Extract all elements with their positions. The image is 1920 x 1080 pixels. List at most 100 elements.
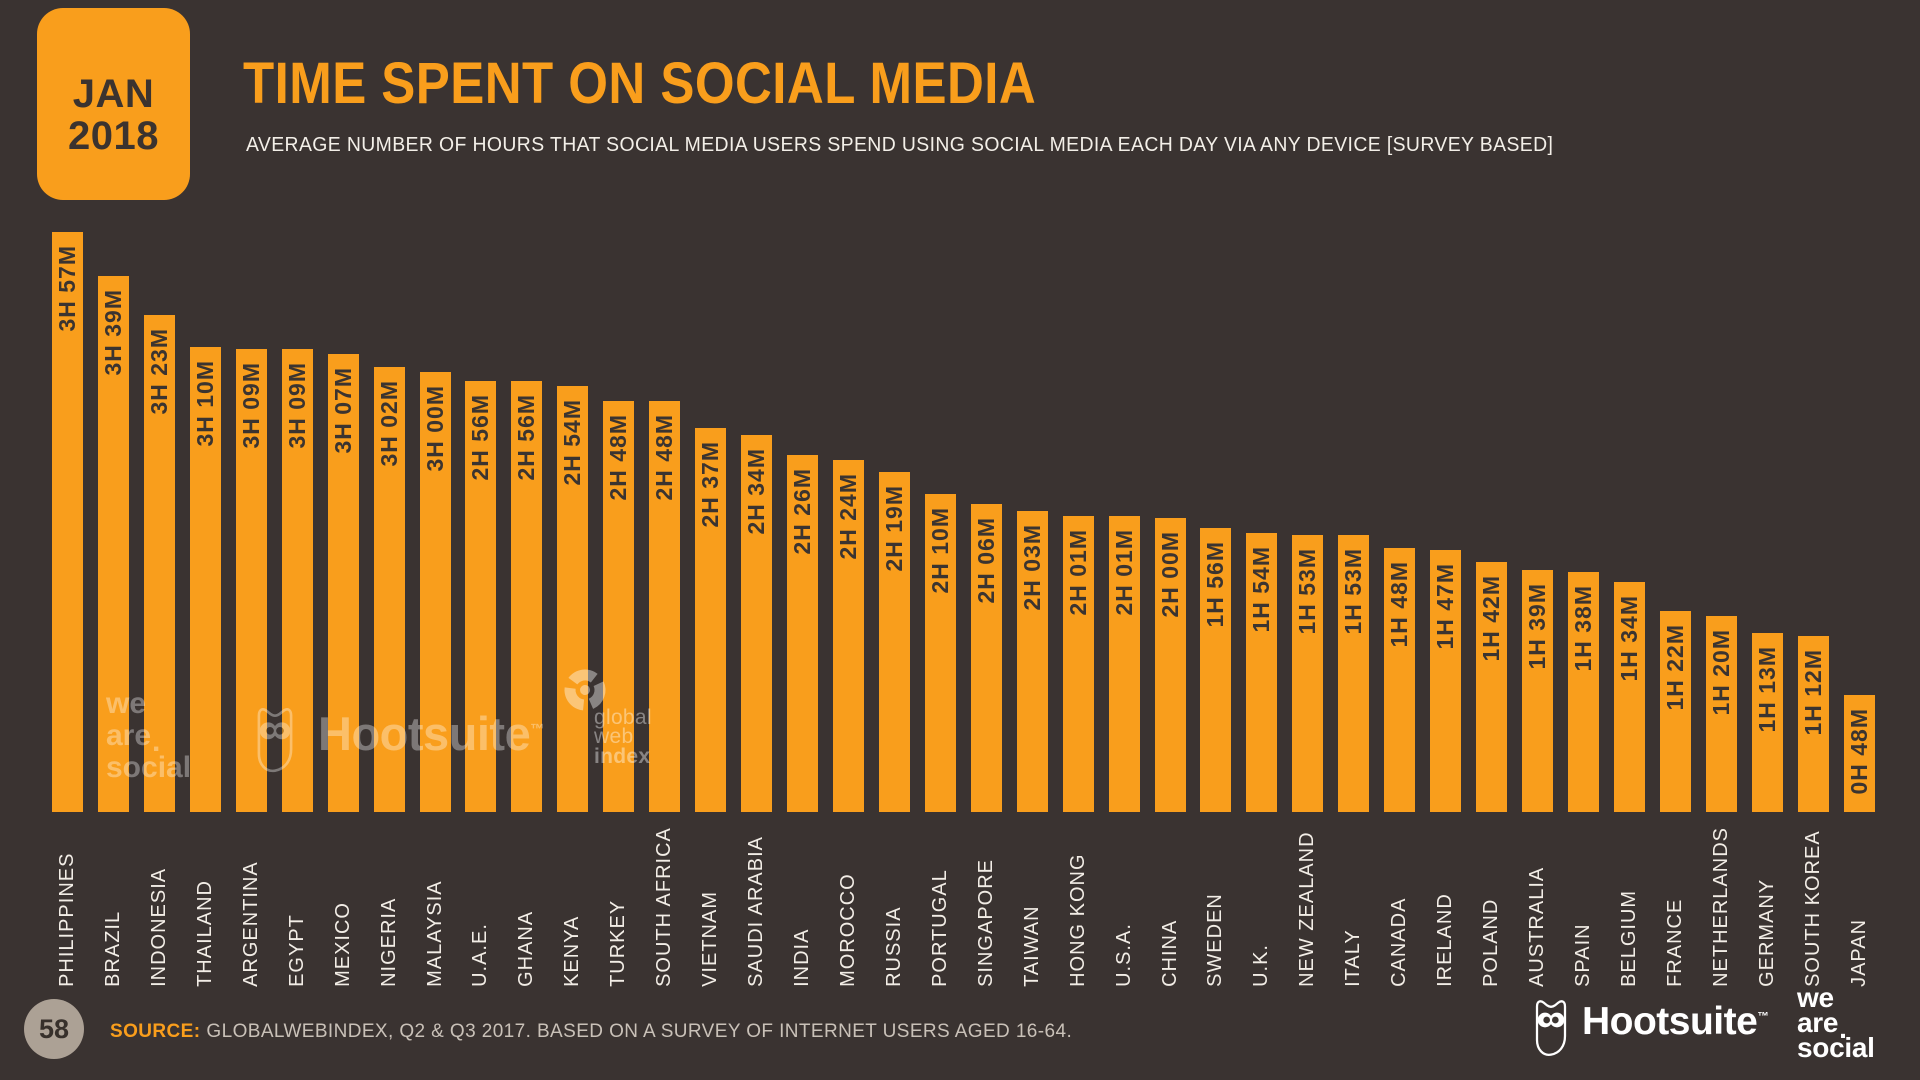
category-label: SWEDEN: [1204, 893, 1227, 987]
bar-value-label: 2H 06M: [972, 516, 999, 604]
bar-nigeria: 3H 02M: [373, 366, 405, 812]
category-cell-kenya: KENYA: [557, 827, 588, 987]
bar-value-label: 1H 47M: [1432, 563, 1459, 650]
category-label: MALAYSIA: [423, 880, 446, 987]
category-label: POLAND: [1480, 898, 1503, 987]
bar-china: 2H 00M: [1154, 518, 1186, 812]
we-are-social-dot: .: [1839, 1012, 1847, 1044]
source-text: GLOBALWEBINDEX, Q2 & Q3 2017. BASED ON A…: [206, 1021, 1073, 1042]
category-label: CHINA: [1158, 919, 1181, 987]
category-label: MEXICO: [331, 902, 354, 987]
bar-value-label: 1H 54M: [1248, 546, 1275, 633]
bar-indonesia: 3H 23M: [143, 315, 175, 812]
category-cell-south-korea: SOUTH KOREA: [1798, 827, 1829, 987]
category-label: BRAZIL: [101, 910, 124, 987]
globalwebindex-icon: [564, 669, 606, 711]
bar-morocco: 2H 24M: [832, 459, 864, 812]
category-label: SAUDI ARABIA: [745, 835, 768, 987]
category-label: PHILIPPINES: [56, 852, 78, 987]
we-are-social-watermark-line: social: [106, 750, 192, 784]
bar-vietnam: 2H 37M: [695, 427, 727, 812]
category-cell-india: INDIA: [787, 827, 818, 987]
we-are-social-watermark-line: are.: [106, 718, 161, 758]
page-title: TIME SPENT ON SOCIAL MEDIA: [243, 51, 1037, 116]
bar-philippines: 3H 57M: [52, 232, 83, 812]
source-note: SOURCE: GLOBALWEBINDEX, Q2 & Q3 2017. BAS…: [110, 1021, 1072, 1043]
bar-thailand: 3H 10M: [189, 347, 221, 812]
bar-france: 1H 22M: [1659, 611, 1691, 812]
we-are-social-line: social: [1797, 1031, 1875, 1063]
we-are-social-watermark: we are. social: [106, 688, 191, 783]
bar-poland: 1H 42M: [1476, 562, 1508, 812]
category-cell-new-zealand: NEW ZEALAND: [1292, 827, 1323, 986]
bar-mexico: 3H 07M: [327, 354, 359, 812]
category-cell-australia: AUSTRALIA: [1522, 827, 1553, 987]
bar-japan: 0H 48M: [1843, 694, 1875, 812]
category-cell-portugal: PORTUGAL: [925, 827, 956, 987]
bar-italy: 1H 53M: [1338, 535, 1370, 812]
date-badge-month: JAN: [72, 72, 155, 117]
category-label: SPAIN: [1571, 923, 1594, 987]
bar-value-label: 2H 48M: [651, 413, 678, 501]
bar-russia: 2H 19M: [878, 471, 910, 812]
bar-turkey: 2H 48M: [603, 400, 635, 812]
bar-sweden: 1H 56M: [1200, 528, 1232, 812]
bar-value-label: 1H 38M: [1569, 585, 1596, 672]
category-cell-china: CHINA: [1155, 827, 1186, 987]
bar-india: 2H 26M: [787, 454, 818, 812]
category-label: BELGIUM: [1617, 889, 1640, 987]
category-cell-argentina: ARGENTINA: [236, 827, 267, 987]
bar-value-label: 2H 56M: [467, 394, 494, 481]
category-cell-sweden: SWEDEN: [1200, 827, 1231, 987]
we-are-social-watermark-line: we: [106, 687, 147, 720]
category-label: TURKEY: [607, 899, 630, 987]
category-label: SOUTH KOREA: [1801, 830, 1824, 987]
bar-value-label: 1H 53M: [1340, 548, 1367, 636]
category-cell-netherlands: NETHERLANDS: [1706, 827, 1737, 987]
category-cell-italy: ITALY: [1338, 827, 1369, 987]
globalwebindex-line: global: [594, 706, 652, 729]
category-label: GHANA: [515, 910, 538, 987]
hootsuite-logo-wordmark: Hootsuite™: [1582, 1000, 1770, 1043]
category-label: HONG KONG: [1066, 853, 1089, 987]
category-cell-spain: SPAIN: [1568, 827, 1599, 987]
bar-value-label: 2H 01M: [1110, 528, 1137, 616]
bar-value-label: 1H 22M: [1661, 624, 1688, 711]
bar-value-label: 0H 48M: [1845, 707, 1872, 795]
category-cell-thailand: THAILAND: [190, 827, 221, 987]
category-cell-france: FRANCE: [1660, 827, 1691, 987]
category-cell-vietnam: VIETNAM: [695, 827, 726, 987]
bar-value-label: 3H 23M: [145, 328, 172, 415]
category-cell-mexico: MEXICO: [328, 827, 359, 987]
category-label: MOROCCO: [836, 873, 859, 987]
page-subtitle: AVERAGE NUMBER OF HOURS THAT SOCIAL MEDI…: [246, 134, 1554, 156]
bar-new-zealand: 1H 53M: [1292, 535, 1324, 812]
globalwebindex-line: index: [594, 744, 651, 768]
hootsuite-watermark-wordmark: Hootsuite™: [318, 707, 545, 760]
globalwebindex-watermark-text: global web index: [594, 706, 652, 768]
bar-value-label: 3H 09M: [283, 362, 310, 450]
category-label: NETHERLANDS: [1709, 827, 1732, 987]
bar-value-label: 1H 56M: [1202, 541, 1229, 628]
bar-saudi-arabia: 2H 34M: [741, 435, 773, 812]
bar-value-label: 2H 03M: [1018, 524, 1045, 611]
bar-value-label: 2H 00M: [1156, 531, 1183, 618]
bar-south-africa: 2H 48M: [649, 400, 681, 812]
bars-row: 3H 57M 3H 39M 3H 23M 3H 10M 3H 09M 3H 09M 3H 0…: [52, 232, 1875, 812]
hootsuite-owl-icon: [257, 708, 293, 773]
category-cell-ghana: GHANA: [511, 827, 542, 987]
category-cell-taiwan: TAIWAN: [1017, 827, 1048, 987]
bar-value-label: 2H 56M: [513, 394, 540, 481]
category-label: INDIA: [791, 928, 813, 987]
bar-value-label: 3H 07M: [329, 367, 356, 454]
category-cell-germany: GERMANY: [1752, 827, 1783, 987]
category-label: SOUTH AFRICA: [653, 827, 676, 987]
category-cell-philippines: PHILIPPINES: [52, 827, 83, 987]
bar-portugal: 2H 10M: [924, 493, 956, 812]
category-label: THAILAND: [193, 880, 216, 987]
trademark-symbol: ™: [1757, 1010, 1770, 1023]
category-cell-egypt: EGYPT: [282, 827, 313, 987]
we-are-social-line: are.: [1797, 1006, 1847, 1044]
category-label: AUSTRALIA: [1526, 866, 1548, 987]
bar-australia: 1H 39M: [1522, 569, 1553, 812]
